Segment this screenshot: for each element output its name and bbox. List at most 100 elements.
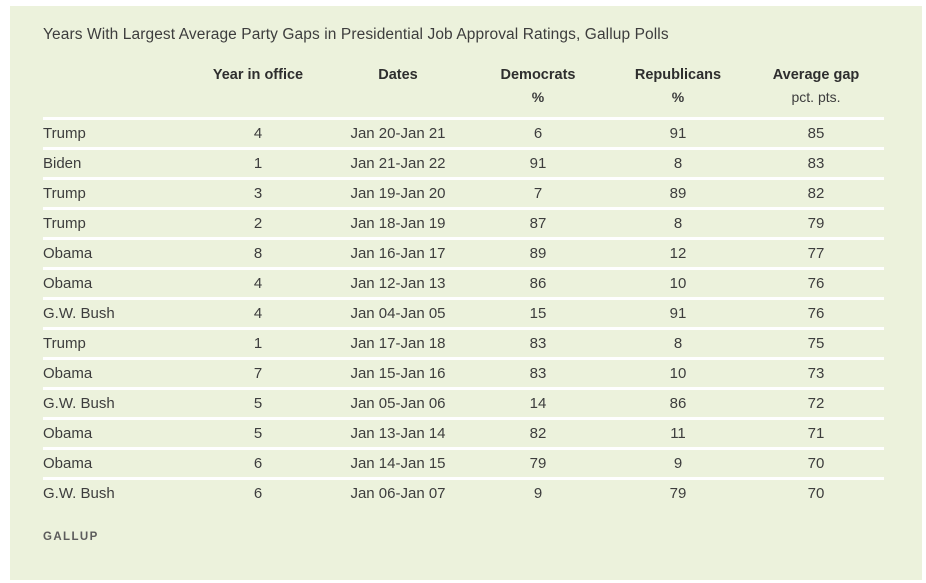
table-row: Obama 6 Jan 14-Jan 15 79 9 70 (43, 447, 884, 479)
column-unit-average-gap: pct. pts. (791, 89, 841, 105)
column-unit-president (43, 86, 188, 119)
cell-dates: Jan 14-Jan 15 (328, 447, 468, 479)
cell-republicans: 8 (608, 207, 748, 239)
column-header-average-gap: Average gap (772, 67, 860, 83)
cell-republicans: 11 (608, 417, 748, 449)
table-row: Obama 8 Jan 16-Jan 17 89 12 77 (43, 237, 884, 269)
table-row: G.W. Bush 5 Jan 05-Jan 06 14 86 72 (43, 387, 884, 419)
column-header-year-in-office: Year in office (212, 67, 304, 83)
gallup-table-card: Years With Largest Average Party Gaps in… (10, 6, 922, 580)
cell-dates: Jan 12-Jan 13 (328, 267, 468, 299)
cell-average-gap: 83 (748, 147, 884, 179)
cell-average-gap: 73 (748, 357, 884, 389)
header-label-row: Year in office Dates Democrats Republicans A… (43, 54, 884, 86)
cell-democrats: 83 (468, 327, 608, 359)
cell-year-in-office: 4 (188, 117, 328, 149)
cell-year-in-office: 6 (188, 477, 328, 507)
cell-average-gap: 82 (748, 177, 884, 209)
cell-dates: Jan 17-Jan 18 (328, 327, 468, 359)
table-row: Trump 2 Jan 18-Jan 19 87 8 79 (43, 207, 884, 239)
approval-gap-table: Year in office Dates Democrats Republicans A… (43, 54, 884, 507)
cell-average-gap: 70 (748, 447, 884, 479)
cell-average-gap: 71 (748, 417, 884, 449)
cell-republicans: 12 (608, 237, 748, 269)
cell-average-gap: 77 (748, 237, 884, 269)
column-unit-year-in-office (188, 86, 328, 119)
column-unit-dates (328, 86, 468, 119)
cell-president: Obama (43, 447, 188, 479)
cell-year-in-office: 7 (188, 357, 328, 389)
cell-president: Biden (43, 147, 188, 179)
header-unit-row: %% pct. pts. (43, 86, 884, 119)
table-row: G.W. Bush 6 Jan 06-Jan 07 9 79 70 (43, 477, 884, 507)
cell-year-in-office: 4 (188, 267, 328, 299)
cell-president: Trump (43, 207, 188, 239)
cell-democrats: 7 (468, 177, 608, 209)
cell-dates: Jan 13-Jan 14 (328, 417, 468, 449)
table-row: G.W. Bush 4 Jan 04-Jan 05 15 91 76 (43, 297, 884, 329)
cell-dates: Jan 16-Jan 17 (328, 237, 468, 269)
cell-democrats: 15 (468, 297, 608, 329)
cell-president: Obama (43, 417, 188, 449)
cell-dates: Jan 06-Jan 07 (328, 477, 468, 507)
cell-average-gap: 70 (748, 477, 884, 507)
cell-dates: Jan 05-Jan 06 (328, 387, 468, 419)
page-title: Years With Largest Average Party Gaps in… (43, 26, 669, 43)
table-row: Obama 5 Jan 13-Jan 14 82 11 71 (43, 417, 884, 449)
cell-democrats: 6 (468, 117, 608, 149)
column-header-democrats: Democrats (500, 67, 576, 83)
cell-republicans: 91 (608, 297, 748, 329)
cell-dates: Jan 19-Jan 20 (328, 177, 468, 209)
cell-president: Trump (43, 327, 188, 359)
cell-republicans: 86 (608, 387, 748, 419)
column-header-president (43, 54, 188, 86)
cell-republicans: 91 (608, 117, 748, 149)
cell-president: Trump (43, 117, 188, 149)
cell-average-gap: 76 (748, 267, 884, 299)
table-row: Biden 1 Jan 21-Jan 22 91 8 83 (43, 147, 884, 179)
cell-year-in-office: 5 (188, 417, 328, 449)
cell-year-in-office: 6 (188, 447, 328, 479)
column-header-republicans: Republicans (634, 67, 722, 83)
cell-democrats: 86 (468, 267, 608, 299)
column-unit-democrats: % (531, 89, 545, 105)
cell-average-gap: 72 (748, 387, 884, 419)
table-row: Obama 4 Jan 12-Jan 13 86 10 76 (43, 267, 884, 299)
cell-dates: Jan 20-Jan 21 (328, 117, 468, 149)
cell-democrats: 89 (468, 237, 608, 269)
cell-dates: Jan 18-Jan 19 (328, 207, 468, 239)
table-row: Obama 7 Jan 15-Jan 16 83 10 73 (43, 357, 884, 389)
cell-democrats: 91 (468, 147, 608, 179)
cell-year-in-office: 5 (188, 387, 328, 419)
table-row: Trump 1 Jan 17-Jan 18 83 8 75 (43, 327, 884, 359)
cell-president: G.W. Bush (43, 387, 188, 419)
column-unit-republicans: % (671, 89, 685, 105)
cell-year-in-office: 3 (188, 177, 328, 209)
cell-republicans: 79 (608, 477, 748, 507)
cell-year-in-office: 2 (188, 207, 328, 239)
cell-year-in-office: 8 (188, 237, 328, 269)
cell-year-in-office: 4 (188, 297, 328, 329)
cell-average-gap: 75 (748, 327, 884, 359)
cell-dates: Jan 15-Jan 16 (328, 357, 468, 389)
cell-president: G.W. Bush (43, 297, 188, 329)
cell-average-gap: 85 (748, 117, 884, 149)
cell-president: Trump (43, 177, 188, 209)
cell-democrats: 79 (468, 447, 608, 479)
gallup-wordmark: GALLUP (43, 531, 99, 543)
cell-republicans: 10 (608, 267, 748, 299)
cell-dates: Jan 21-Jan 22 (328, 147, 468, 179)
cell-president: Obama (43, 267, 188, 299)
cell-democrats: 9 (468, 477, 608, 507)
table-row: Trump 4 Jan 20-Jan 21 6 91 85 (43, 117, 884, 149)
cell-year-in-office: 1 (188, 147, 328, 179)
cell-republicans: 9 (608, 447, 748, 479)
cell-year-in-office: 1 (188, 327, 328, 359)
cell-average-gap: 76 (748, 297, 884, 329)
table-body: Trump 4 Jan 20-Jan 21 6 91 85 Biden 1 Jan 21-Jan… (43, 117, 884, 507)
table-header: Year in office Dates Democrats Republicans A… (43, 54, 884, 119)
cell-democrats: 14 (468, 387, 608, 419)
cell-republicans: 10 (608, 357, 748, 389)
cell-democrats: 82 (468, 417, 608, 449)
cell-dates: Jan 04-Jan 05 (328, 297, 468, 329)
